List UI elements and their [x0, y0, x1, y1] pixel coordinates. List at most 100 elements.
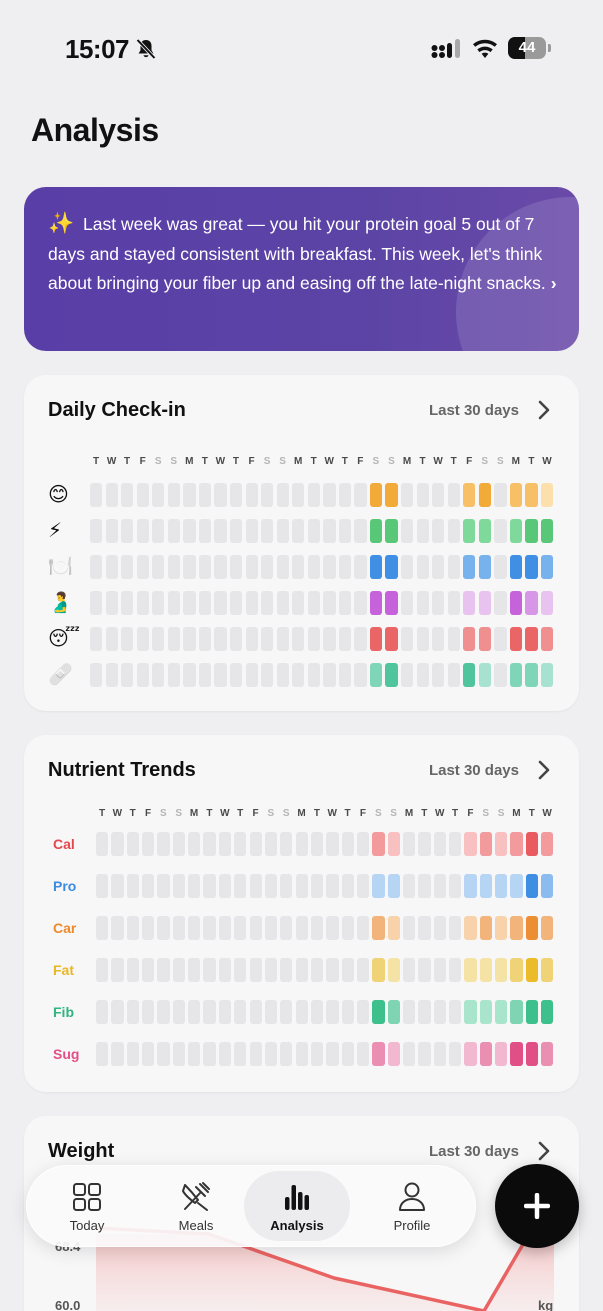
heatmap-cell: [295, 958, 308, 982]
energy-icon: ⚡: [48, 520, 63, 542]
day-letter: S: [154, 456, 162, 467]
day-letter: T: [450, 456, 457, 467]
heatmap-cell: [218, 832, 232, 856]
chevron-right-icon[interactable]: [537, 1140, 551, 1162]
heatmap-cell: [369, 555, 383, 579]
sparkles-icon: ✨: [48, 212, 75, 235]
heatmap-cell: [214, 519, 227, 543]
hunger-icon: 🍽️: [48, 556, 73, 578]
chevron-right-icon[interactable]: [537, 399, 551, 421]
heatmap-cell: [479, 958, 493, 982]
heatmap-cell: [90, 591, 103, 615]
tab-analysis[interactable]: Analysis: [244, 1171, 350, 1241]
heatmap-cell: [464, 1042, 477, 1066]
heatmap-cell: [323, 483, 336, 507]
day-letter: T: [201, 456, 208, 467]
heatmap-cell: [307, 591, 320, 615]
heatmap-cell: [183, 519, 196, 543]
heatmap-cell: [449, 874, 462, 898]
heatmap-cell: [188, 874, 201, 898]
tab-today[interactable]: Today: [34, 1171, 140, 1241]
heatmap-cell: [136, 627, 149, 651]
heatmap-cell: [464, 916, 477, 940]
heatmap-cell: [310, 874, 324, 898]
heatmap-cell: [372, 874, 385, 898]
heatmap-cell: [310, 916, 324, 940]
weight-range[interactable]: Last 30 days: [428, 1143, 519, 1160]
heatmap-cell: [105, 591, 118, 615]
heatmap-cell: [354, 483, 367, 507]
heatmap-cell: [369, 519, 383, 543]
heatmap-cell: [167, 627, 181, 651]
day-letter: W: [215, 456, 226, 467]
heatmap-cell: [323, 555, 336, 579]
heatmap-cell: [495, 1000, 508, 1024]
tab-label: Profile: [393, 1218, 431, 1233]
heatmap-cell: [447, 663, 460, 687]
heatmap-cell: [356, 1042, 370, 1066]
day-letter: W: [324, 456, 334, 467]
heatmap-cell: [198, 519, 212, 543]
heatmap-cell: [261, 591, 274, 615]
heatmap-cell: [326, 1042, 339, 1066]
heatmap-cell: [464, 874, 477, 898]
heatmap-cell: [142, 1042, 155, 1066]
heatmap-cell: [449, 958, 462, 982]
heatmap-cell: [479, 916, 493, 940]
mood-icon: 😊: [48, 484, 69, 506]
heatmap-cell: [464, 1000, 477, 1024]
heatmap-cell: [280, 1042, 293, 1066]
day-letter: W: [433, 456, 443, 467]
heatmap-cell: [418, 1042, 431, 1066]
heatmap-cell: [214, 627, 227, 651]
heatmap-cell: [121, 555, 134, 579]
add-entry-button[interactable]: [495, 1164, 579, 1248]
heatmap-cell: [341, 958, 354, 982]
tab-profile[interactable]: Profile: [359, 1171, 465, 1241]
heatmap-cell: [96, 958, 109, 982]
heatmap-cell: [494, 519, 507, 543]
heatmap-cell: [479, 832, 493, 856]
day-letter: M: [512, 808, 521, 819]
heatmap-cell: [183, 627, 196, 651]
heatmap-cell: [245, 555, 258, 579]
battery-level: 44: [518, 39, 536, 56]
heatmap-cell: [157, 916, 170, 940]
heatmap-cell: [510, 1000, 523, 1024]
heatmap-cell: [310, 1042, 324, 1066]
heatmap-cell: [509, 519, 523, 543]
bloating-icon: 🫃: [48, 592, 73, 614]
heatmap-cell: [385, 483, 398, 507]
heatmap-cell: [541, 958, 554, 982]
heatmap-cell: [249, 1000, 262, 1024]
day-letter: M: [297, 808, 306, 819]
heatmap-cell: [433, 916, 446, 940]
heatmap-cell: [264, 832, 278, 856]
heatmap-cell: [310, 832, 324, 856]
heatmap-cell: [152, 483, 165, 507]
day-letter: T: [344, 808, 351, 819]
insight-message: Last week was great — you hit your prote…: [48, 214, 546, 293]
heatmap-cell: [525, 483, 538, 507]
heatmap-cell: [152, 555, 165, 579]
heatmap-cell: [218, 916, 232, 940]
checkin-range[interactable]: Last 30 days: [428, 402, 519, 419]
heatmap-cell: [261, 627, 274, 651]
heatmap-cell: [385, 663, 398, 687]
day-letter: W: [112, 808, 123, 819]
heatmap-cell: [416, 627, 429, 651]
heatmap-cell: [323, 519, 336, 543]
tab-meals[interactable]: Meals: [143, 1171, 249, 1241]
page-title: Analysis: [31, 112, 159, 148]
weekly-insight-banner[interactable]: ✨ Last week was great — you hit your pro…: [24, 187, 579, 351]
nutrients-range[interactable]: Last 30 days: [428, 762, 519, 779]
heatmap-cell: [111, 1000, 124, 1024]
day-letter: T: [232, 456, 239, 467]
heatmap-cell: [152, 663, 165, 687]
heatmap-cell: [338, 663, 352, 687]
heatmap-cell: [280, 832, 293, 856]
chevron-right-icon[interactable]: [537, 759, 551, 781]
heatmap-cell: [292, 555, 305, 579]
